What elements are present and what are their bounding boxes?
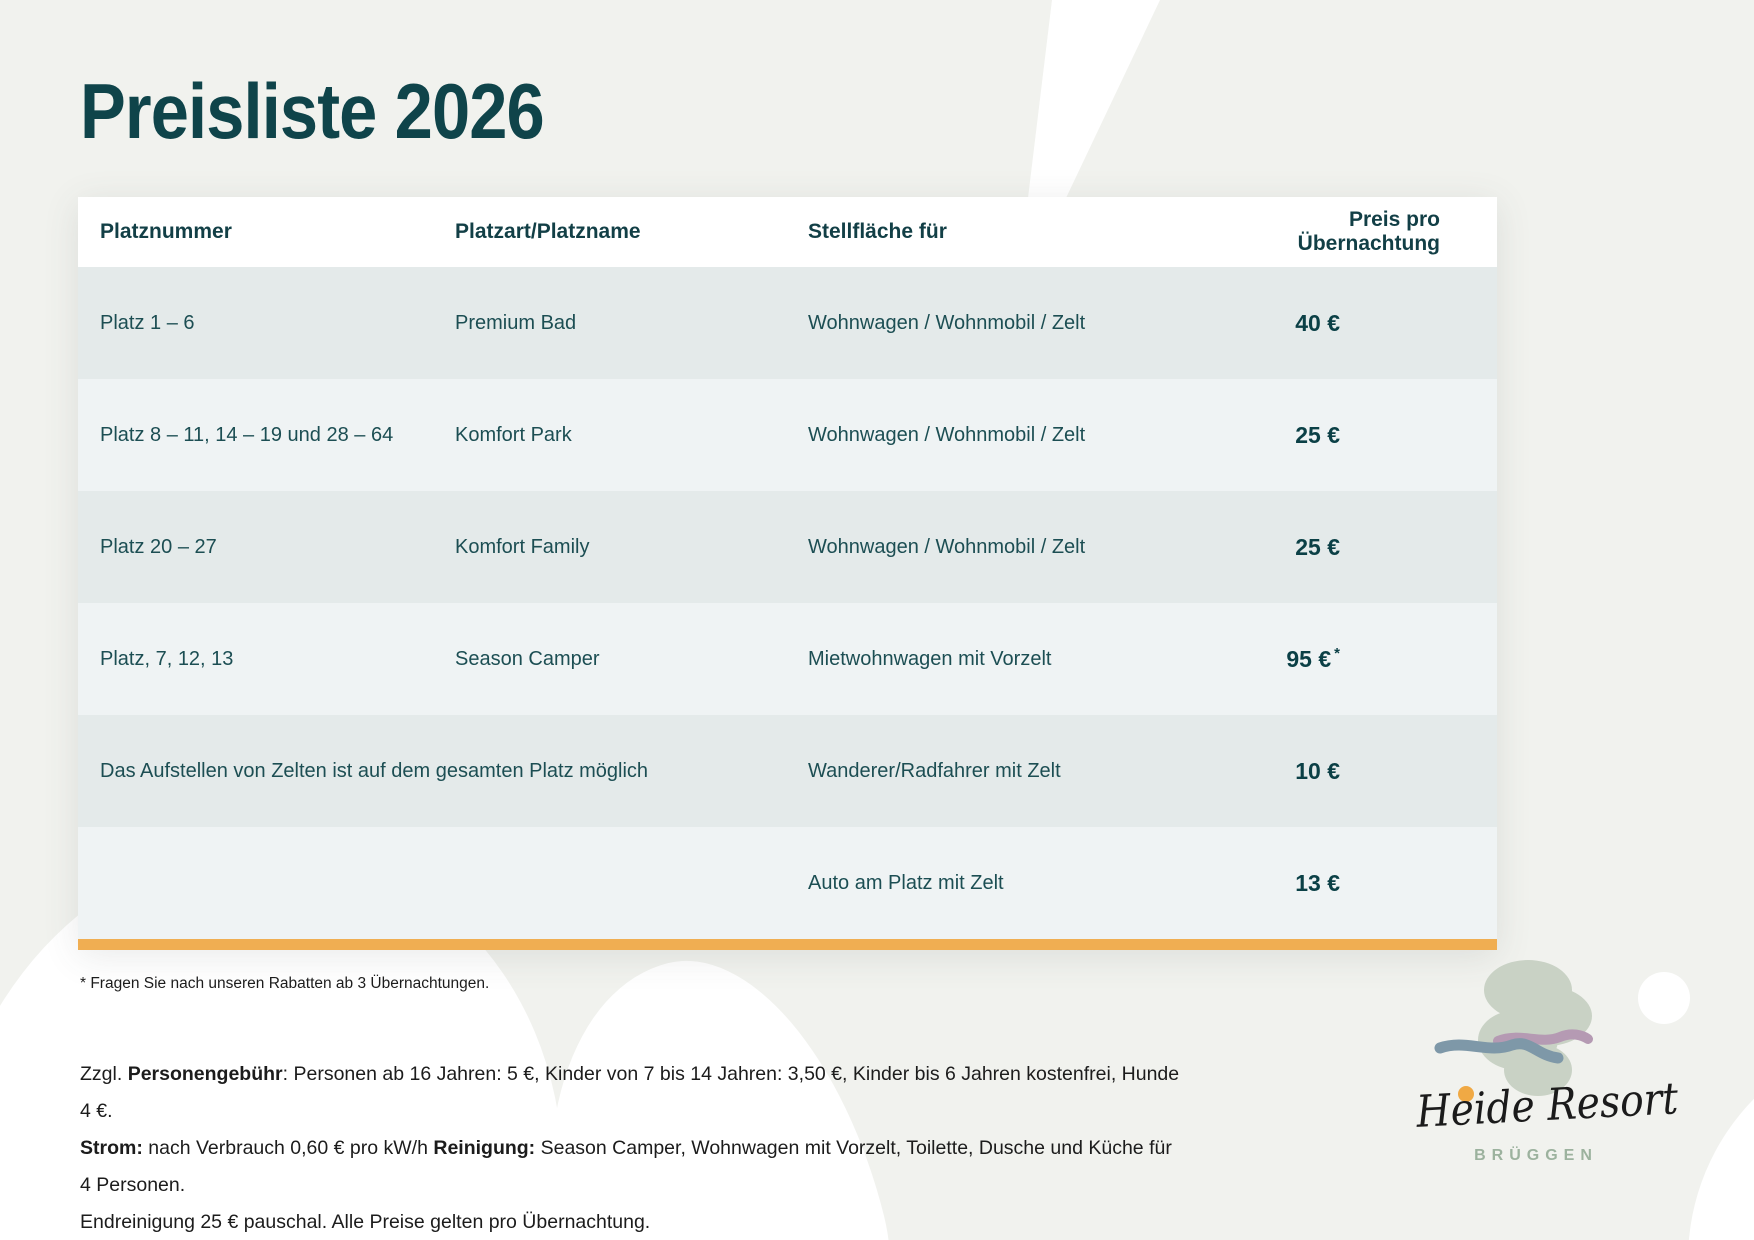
note-line-endreinigung: Endreinigung 25 € pauschal. Alle Preise … [80,1211,651,1233]
platzart-cell: Premium Bad [455,311,577,334]
stellflaeche-cell: Wohnwagen / Wohnmobil / Zelt [808,535,1086,558]
stellflaeche-cell: Wohnwagen / Wohnmobil / Zelt [808,311,1086,334]
table-header-row: Platznummer Platzart/Platzname Stellfläc… [78,197,1497,267]
price-asterisk: * [1334,644,1340,662]
platzart-cell: Komfort Park [455,423,572,446]
platzart-cell: Season Camper [455,647,600,670]
price-value: 40 € [1295,309,1340,336]
platznummer-cell: Platz 8 – 11, 14 – 19 und 28 – 64 [100,423,394,446]
price-table: Platznummer Platzart/Platzname Stellfläc… [78,197,1497,950]
platznummer-cell: Platz 20 – 27 [100,535,217,558]
platznummer-cell: Platz, 7, 12, 13 [100,647,234,670]
stellflaeche-cell: Wanderer/Radfahrer mit Zelt [808,759,1061,782]
table-row: Auto am Platz mit Zelt 13 € [78,827,1497,939]
preis-cell: 95 € * [1238,644,1497,673]
preis-cell: 40 € [1238,310,1497,337]
heide-resort-logo: Heide Resort BRÜGGEN [1414,960,1680,1164]
stellflaeche-cell: Wohnwagen / Wohnmobil / Zelt [808,423,1086,446]
col-header-platznummer: Platznummer [100,220,232,243]
platznummer-cell: Platz 1 – 6 [100,311,195,334]
preis-cell: 25 € [1238,534,1497,561]
logo-subtitle: BRÜGGEN [1474,1145,1598,1164]
table-row: Platz, 7, 12, 13 Season Camper Mietwohnw… [78,603,1497,715]
price-value: 25 € [1295,421,1340,448]
note-line-strom-reinigung: Strom: nach Verbrauch 0,60 € pro kW/h Re… [80,1137,1172,1196]
col-header-preis: Preis pro Übernachtung [1297,208,1440,255]
stellflaeche-cell: Mietwohnwagen mit Vorzelt [808,647,1052,670]
logo-tree-icon [1434,960,1593,1102]
asterisk-footnote: * Fragen Sie nach unseren Rabatten ab 3 … [80,975,490,992]
logo-yellow-dot [1458,1086,1474,1102]
page-title: Preisliste 2026 [80,67,545,155]
table-row: Platz 8 – 11, 14 – 19 und 28 – 64 Komfor… [78,379,1497,491]
logo-blue-wave [1434,1038,1564,1064]
table-bottom-accent-bar [78,939,1497,950]
additional-pricing-notes: Zzgl. Personengebühr: Personen ab 16 Jah… [80,1056,1180,1240]
preis-cell: 25 € [1238,422,1497,449]
preis-cell: 13 € [1238,870,1497,897]
stellflaeche-cell: Auto am Platz mit Zelt [808,871,1004,894]
col-header-stellflaeche: Stellfläche für [808,220,947,243]
platzart-cell: Komfort Family [455,535,590,558]
price-value: 25 € [1295,533,1340,560]
preis-cell: 10 € [1238,758,1497,785]
table-row: Das Aufstellen von Zelten ist auf dem ge… [78,715,1497,827]
background-dot-right [1638,972,1690,1024]
table-row: Platz 1 – 6 Premium Bad Wohnwagen / Wohn… [78,267,1497,379]
note-line-personengebuehr: Zzgl. Personengebühr: Personen ab 16 Jah… [80,1063,1180,1122]
price-value: 10 € [1295,757,1340,784]
logo-mauve-wave [1493,1029,1593,1046]
price-value: 13 € [1295,869,1340,896]
col-header-platzart: Platzart/Platzname [455,220,641,243]
logo-wordmark: Heide Resort [1414,1073,1679,1138]
platznummer-cell-span: Das Aufstellen von Zelten ist auf dem ge… [100,759,649,782]
table-row: Platz 20 – 27 Komfort Family Wohnwagen /… [78,491,1497,603]
price-value: 95 € [1286,645,1332,672]
